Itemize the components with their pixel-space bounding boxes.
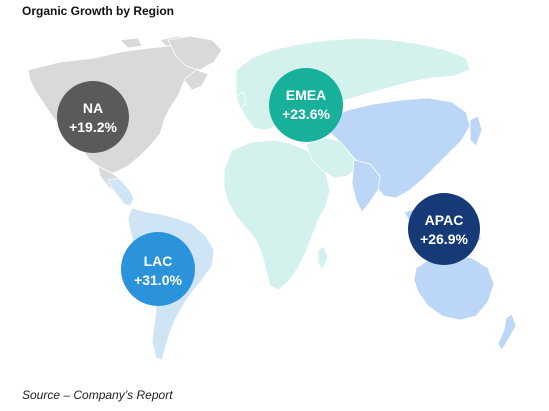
region-bubble-na: NA +19.2% <box>57 81 129 153</box>
emea-bubble-circle <box>269 68 343 142</box>
chart-title: Organic Growth by Region <box>22 4 175 18</box>
greenland-landmass <box>167 35 223 71</box>
apac-bubble-circle <box>408 193 480 265</box>
emea-growth-value: +23.6% <box>282 106 330 122</box>
apac-growth-value: +26.9% <box>420 231 468 247</box>
lac-growth-value: +31.0% <box>134 272 182 288</box>
na-region-label: NA <box>83 100 103 116</box>
na-growth-value: +19.2% <box>69 119 117 135</box>
na-bubble-circle <box>57 81 129 153</box>
lac-bubble-circle <box>121 232 195 306</box>
region-bubble-emea: EMEA +23.6% <box>269 68 343 142</box>
apac-region-label: APAC <box>425 212 464 228</box>
region-bubble-apac: APAC +26.9% <box>408 193 480 265</box>
lac-region-label: LAC <box>144 253 173 269</box>
source-note: Source – Company’s Report <box>22 388 173 402</box>
region-bubble-lac: LAC +31.0% <box>121 232 195 306</box>
emea-region-label: EMEA <box>286 87 326 103</box>
